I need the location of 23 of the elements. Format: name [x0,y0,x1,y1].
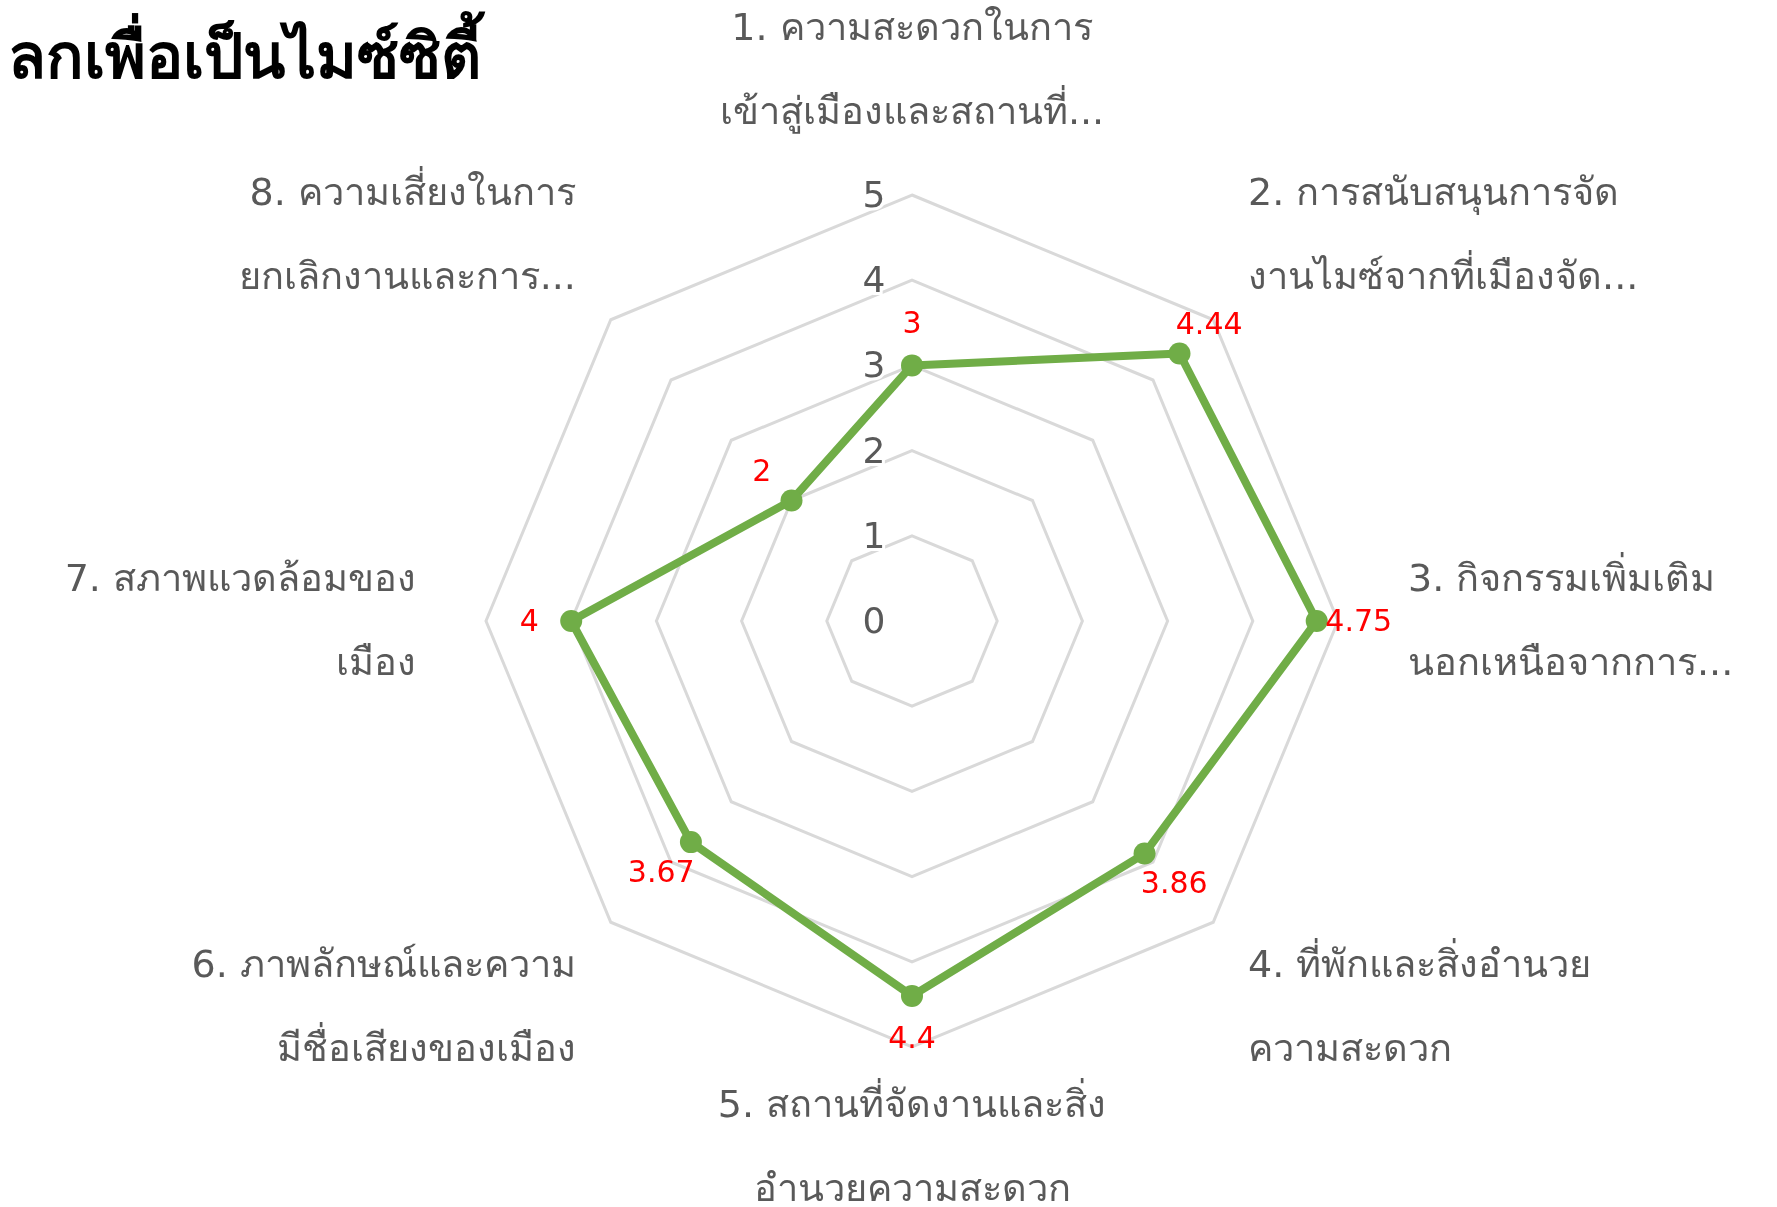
spoke-label: 7. สภาพแวดล้อมของ เมือง [64,556,416,684]
data-label: 3.67 [627,853,695,889]
data-label: 2 [752,452,772,488]
data-label: 4 [519,603,539,638]
y-tick-label: 2 [862,429,886,471]
spoke-label: 1. ความสะดวกในการ เข้าสู่เมืองและสถานที่... [719,5,1105,134]
spoke-label: 3. กิจกรรมเพิ่มเติม นอกเหนือจากการ... [1408,552,1734,684]
spoke-label: 2. การสนับสนุนการจัด งานไมซ์จากที่เมืองจัด... [1248,169,1639,298]
spoke-label: 4. ที่พักและสิ่งอำนวย ความสะดวก [1248,938,1592,1071]
data-label: 4.75 [1325,603,1393,638]
chart-title: ลกเพื่อเป็นไมซ์ซิตี้ [8,11,486,93]
y-tick-label: 1 [862,514,886,556]
spoke-label: 6. ภาพลักษณ์และความ มีชื่อเสียงของเมือง [191,942,576,1071]
spoke-label: 8. ความเสี่ยงในการ ยกเลิกงานและการ... [238,165,576,298]
y-tick-label: 4 [862,259,886,301]
y-tick-label: 3 [862,344,886,386]
data-label: 4.4 [888,1019,936,1055]
y-tick-label: 0 [862,600,886,641]
y-tick-label: 5 [862,174,886,215]
data-label: 4.44 [1175,305,1243,341]
spoke-label: 5. สถานที่จัดงานและสิ่ง อำนวยความสะดวก [717,1078,1107,1207]
data-label: 3.86 [1140,865,1208,901]
data-label: 3 [902,305,922,341]
